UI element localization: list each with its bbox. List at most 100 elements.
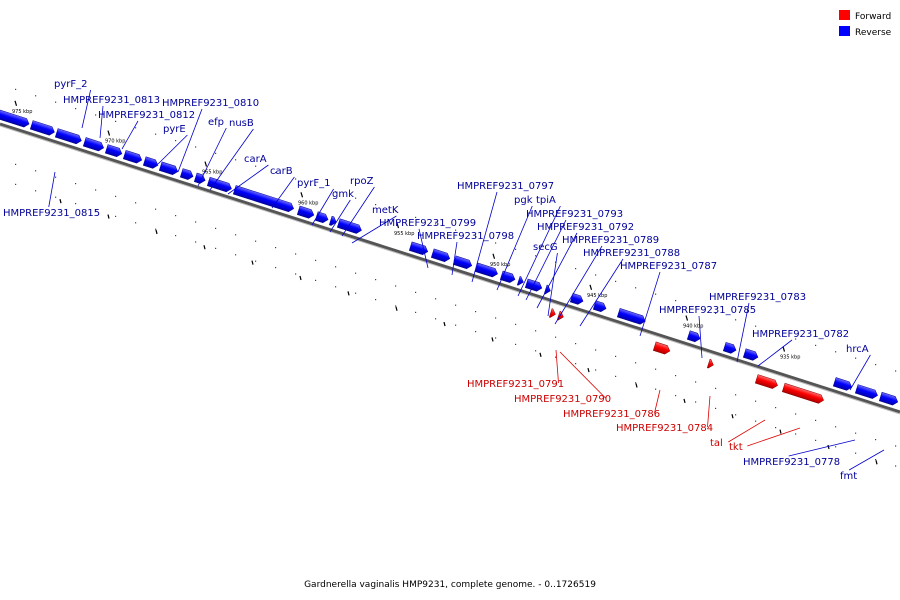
reverse-gene-arrow [122,150,143,164]
guide-dot [15,183,17,185]
guide-dot [135,127,137,129]
reverse-gene-label: HMPREF9231_0788 [583,248,680,259]
leader-line [177,108,203,173]
guide-dot [895,445,897,447]
reverse-gene-label: secG [533,242,558,253]
map-caption: Gardnerella vaginalis HMP9231, complete … [304,580,596,590]
leader-line [547,252,558,317]
guide-dot [215,152,217,154]
minor-tick [539,352,542,357]
minor-tick [347,291,350,296]
tick-label: 970 kbp [105,139,125,145]
reverse-gene-label: efp [208,117,224,128]
tick-label: 945 kbp [587,293,607,299]
leader-line [728,419,766,443]
leader-line [525,219,567,301]
guide-dot [775,407,777,409]
reverse-gene-arrow [854,384,878,399]
guide-dot [495,242,497,244]
guide-dot [315,259,317,261]
guide-dot [15,163,17,165]
legend-reverse-swatch [839,26,850,36]
guide-dot [375,299,377,301]
guide-dot [555,336,557,338]
guide-dot [355,197,357,199]
guide-dot [715,387,717,389]
tick-label: 965 kbp [202,170,222,176]
reverse-gene-label: pyrE [163,124,186,135]
reverse-gene-arrow [193,172,206,184]
minor-tick [491,337,494,342]
guide-dot [595,349,597,351]
leader-line [555,349,559,384]
guide-dot [295,253,297,255]
guide-dot [75,108,77,110]
minor-tick [779,429,782,434]
guide-dot [855,432,857,434]
guide-dot [315,279,317,281]
guide-dot [535,255,537,257]
guide-dot [735,414,737,416]
guide-dot [75,183,77,185]
guide-dot [875,439,877,441]
leader-line [157,134,188,165]
guide-dot [855,357,857,359]
reverse-gene-arrow [142,156,159,169]
leader-line [736,302,750,363]
guide-dot [895,370,897,372]
guide-dot [335,266,337,268]
reverse-gene-label: HMPREF9231_0797 [457,181,554,192]
guide-dot [55,196,57,198]
guide-dot [475,311,477,313]
minor-tick [251,260,254,265]
forward-gene-label: HMPREF9231_0791 [467,379,564,390]
reverse-gene-label: hrcA [846,344,869,355]
reverse-gene-label: pyrF_1 [297,178,331,189]
reverse-gene-arrow [832,377,853,391]
guide-dot [615,375,617,377]
guide-dot [675,300,677,302]
guide-dot [175,215,177,217]
guide-dot [795,433,797,435]
guide-dot [315,184,317,186]
guide-dot [55,101,57,103]
tick-mark [685,315,689,321]
guide-dot [575,268,577,270]
forward-gene-label: tkt [729,442,743,453]
leader-line [849,354,871,391]
tick-mark [107,130,111,136]
backbone [0,122,900,415]
guide-dot [395,210,397,212]
reverse-gene-label: HMPREF9231_0792 [537,222,634,233]
guide-dot [195,221,197,223]
guide-dot [755,325,757,327]
leader-line [757,339,793,367]
guide-dot [135,222,137,224]
tick-label: 950 kbp [490,262,510,268]
guide-dot [615,280,617,282]
forward-gene-label: HMPREF9231_0786 [563,409,660,420]
reverse-gene-label: HMPREF9231_0785 [659,305,756,316]
reverse-gene-label: pyrF_2 [54,79,88,90]
guide-dot [115,120,117,122]
reverse-gene-arrow [878,391,899,406]
guide-dot [515,323,517,325]
forward-gene-label: HMPREF9231_0784 [616,423,713,434]
reverse-gene-arrow [0,109,30,128]
guide-dot [255,165,257,167]
forward-gene-arrow [652,341,671,355]
guide-dot [835,351,837,353]
guide-dot [275,172,277,174]
minor-tick [299,275,302,281]
reverse-gene-arrow [336,218,362,234]
guide-dot [655,388,657,390]
leader-line [197,127,227,187]
tick-label: 960 kbp [298,200,318,206]
axis-ticks: 975 kbp 970 kbp 965 kbp 960 kbp 955 kbp 950 k… [12,100,878,465]
guide-dot [95,209,97,211]
guide-dot [715,312,717,314]
leader-line [311,188,334,226]
reverse-gene-label: nusB [229,118,254,129]
tick-mark [396,222,400,229]
guide-dot [755,400,757,402]
